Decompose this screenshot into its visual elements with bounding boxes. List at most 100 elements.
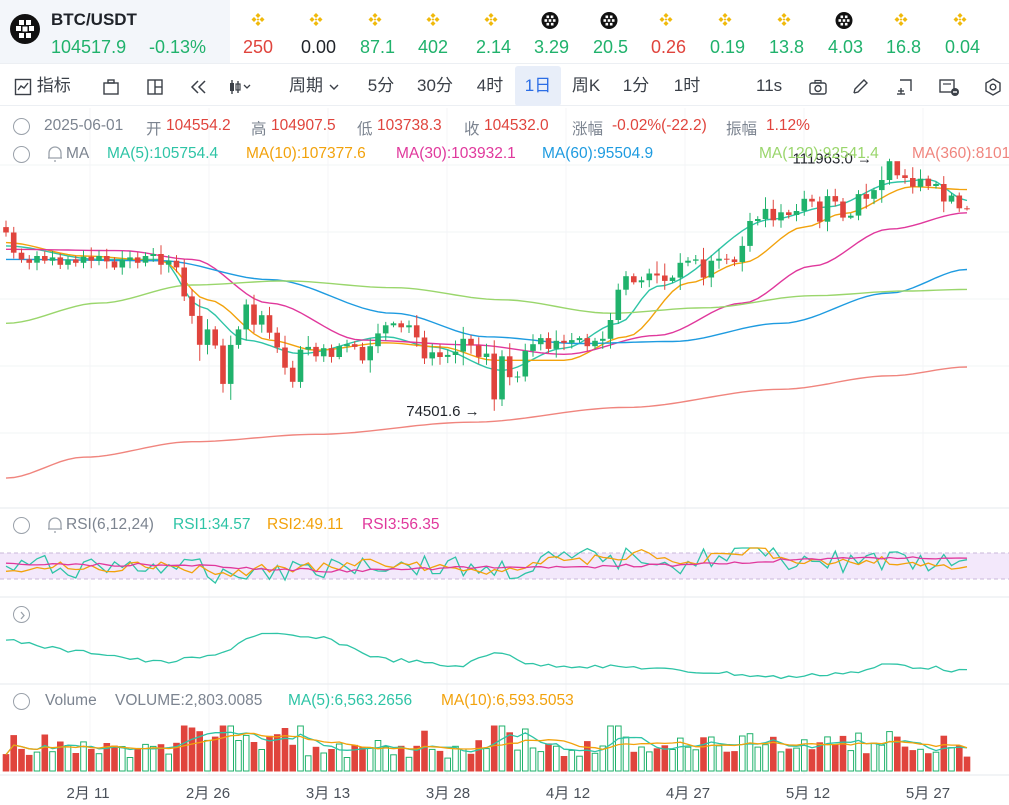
checker-icon bbox=[541, 12, 559, 29]
candle-body bbox=[460, 338, 466, 352]
candle-body bbox=[88, 256, 95, 261]
mini-ticker[interactable]: 250 bbox=[230, 0, 286, 63]
candle-body bbox=[631, 276, 637, 283]
alert-bell-icon[interactable] bbox=[45, 145, 65, 163]
info-toggle-icon[interactable] bbox=[13, 118, 30, 135]
mini-ticker[interactable]: 402 bbox=[405, 0, 461, 63]
template-button[interactable] bbox=[102, 66, 120, 106]
interval-tab[interactable]: 1分 bbox=[622, 76, 650, 95]
candle-body bbox=[3, 227, 9, 233]
candle-body bbox=[832, 196, 839, 202]
settings-hex-icon bbox=[985, 77, 1001, 96]
volume-bar bbox=[754, 746, 762, 772]
pencil-icon bbox=[853, 78, 868, 94]
collapse-toggle-icon[interactable] bbox=[13, 517, 30, 534]
interval-tab[interactable]: 1时 bbox=[673, 76, 701, 95]
screenshot-button[interactable] bbox=[808, 66, 828, 106]
replay-button[interactable] bbox=[189, 66, 209, 106]
candle-body bbox=[320, 348, 327, 357]
mini-ticker[interactable]: 3.29 bbox=[521, 0, 577, 63]
candle-body bbox=[700, 259, 707, 278]
volume-bar bbox=[948, 747, 955, 772]
volume-bar bbox=[258, 749, 265, 772]
interval-tab[interactable]: 周K bbox=[571, 76, 601, 95]
close-label: 收 bbox=[464, 121, 480, 138]
collapse-toggle-icon[interactable] bbox=[13, 146, 30, 163]
layout-button[interactable] bbox=[146, 66, 164, 106]
volume-bar bbox=[328, 749, 335, 772]
period-dropdown[interactable]: 周期 bbox=[289, 66, 340, 106]
volume-bar bbox=[506, 732, 513, 772]
candle-body bbox=[894, 161, 901, 176]
volume-bar bbox=[134, 748, 141, 772]
volume-bar bbox=[940, 735, 948, 772]
ma360-line bbox=[5, 366, 968, 479]
candle-body bbox=[948, 195, 955, 202]
mini-ticker[interactable]: 2.14 bbox=[463, 0, 519, 63]
mini-ticker[interactable]: 13.8 bbox=[756, 0, 812, 63]
mini-ticker[interactable]: 0.19 bbox=[697, 0, 753, 63]
volume-bar bbox=[49, 751, 56, 772]
bnb-icon bbox=[953, 12, 968, 27]
low-marker-label: 74501.6 → bbox=[406, 403, 479, 420]
volume-bar bbox=[599, 745, 607, 772]
indicators-button[interactable]: 指标 bbox=[14, 66, 71, 106]
candle-body bbox=[34, 256, 40, 263]
candle-body bbox=[158, 254, 164, 265]
interval-tab[interactable]: 1日 bbox=[515, 66, 561, 106]
interval-tab[interactable]: 30分 bbox=[417, 76, 453, 95]
bnb-icon bbox=[777, 12, 792, 27]
volume-bar bbox=[119, 746, 126, 772]
volume-bar bbox=[173, 742, 180, 772]
candle-body bbox=[282, 347, 288, 368]
candle-body bbox=[708, 260, 715, 278]
volume-bar bbox=[545, 743, 552, 772]
volume-bar bbox=[777, 751, 785, 772]
draw-button[interactable] bbox=[851, 66, 871, 106]
candle-body bbox=[592, 340, 598, 347]
add-chart-button[interactable] bbox=[894, 66, 914, 106]
volume-bar bbox=[762, 744, 769, 772]
candle-body bbox=[491, 353, 497, 400]
remove-chart-button[interactable] bbox=[938, 66, 960, 106]
ma120-line bbox=[5, 280, 968, 324]
candle-body bbox=[150, 254, 156, 256]
mini-ticker[interactable]: 4.03 bbox=[815, 0, 871, 63]
mini-ticker-value: 13.8 bbox=[769, 37, 805, 57]
volume-bar bbox=[343, 757, 351, 772]
candle-body bbox=[274, 332, 280, 348]
x-tick-label: 3月 13 bbox=[306, 785, 350, 802]
expand-toggle-icon[interactable] bbox=[13, 606, 30, 623]
volume-bar bbox=[273, 734, 281, 772]
volume-bar bbox=[615, 725, 622, 772]
candle-body bbox=[189, 296, 195, 316]
alert-bell-icon[interactable] bbox=[45, 516, 65, 534]
mini-ticker[interactable]: 0.26 bbox=[638, 0, 694, 63]
candle-body bbox=[553, 340, 560, 349]
candle-body bbox=[801, 198, 808, 211]
collapse-toggle-icon[interactable] bbox=[13, 693, 30, 710]
volume-bar bbox=[498, 725, 506, 772]
mini-ticker[interactable]: 0.04 bbox=[932, 0, 988, 63]
mini-ticker[interactable]: 0.00 bbox=[288, 0, 344, 63]
interval-tab[interactable]: 4时 bbox=[476, 76, 504, 95]
volume-bar bbox=[894, 736, 901, 772]
candle-body bbox=[755, 219, 761, 221]
volume-bar bbox=[436, 750, 444, 772]
mini-ticker[interactable]: 20.5 bbox=[580, 0, 636, 63]
chart-type-button[interactable] bbox=[228, 66, 256, 106]
ticker-price: 104517.9 bbox=[51, 37, 127, 57]
interval-tab[interactable]: 5分 bbox=[367, 76, 395, 95]
main-ticker[interactable]: BTC/USDT 104517.9 -0.13% bbox=[0, 0, 230, 63]
settings-button[interactable] bbox=[983, 66, 1003, 106]
mini-ticker[interactable]: 16.8 bbox=[873, 0, 929, 63]
volume-bar bbox=[529, 747, 537, 772]
candle-body bbox=[654, 273, 660, 276]
candle-body bbox=[475, 345, 482, 357]
x-tick-label: 2月 11 bbox=[66, 785, 109, 802]
legend-item: MA(10):6,593.5053 bbox=[441, 692, 574, 709]
volume-bar bbox=[832, 744, 839, 772]
volume-bar bbox=[180, 725, 188, 772]
mini-ticker[interactable]: 87.1 bbox=[347, 0, 403, 63]
